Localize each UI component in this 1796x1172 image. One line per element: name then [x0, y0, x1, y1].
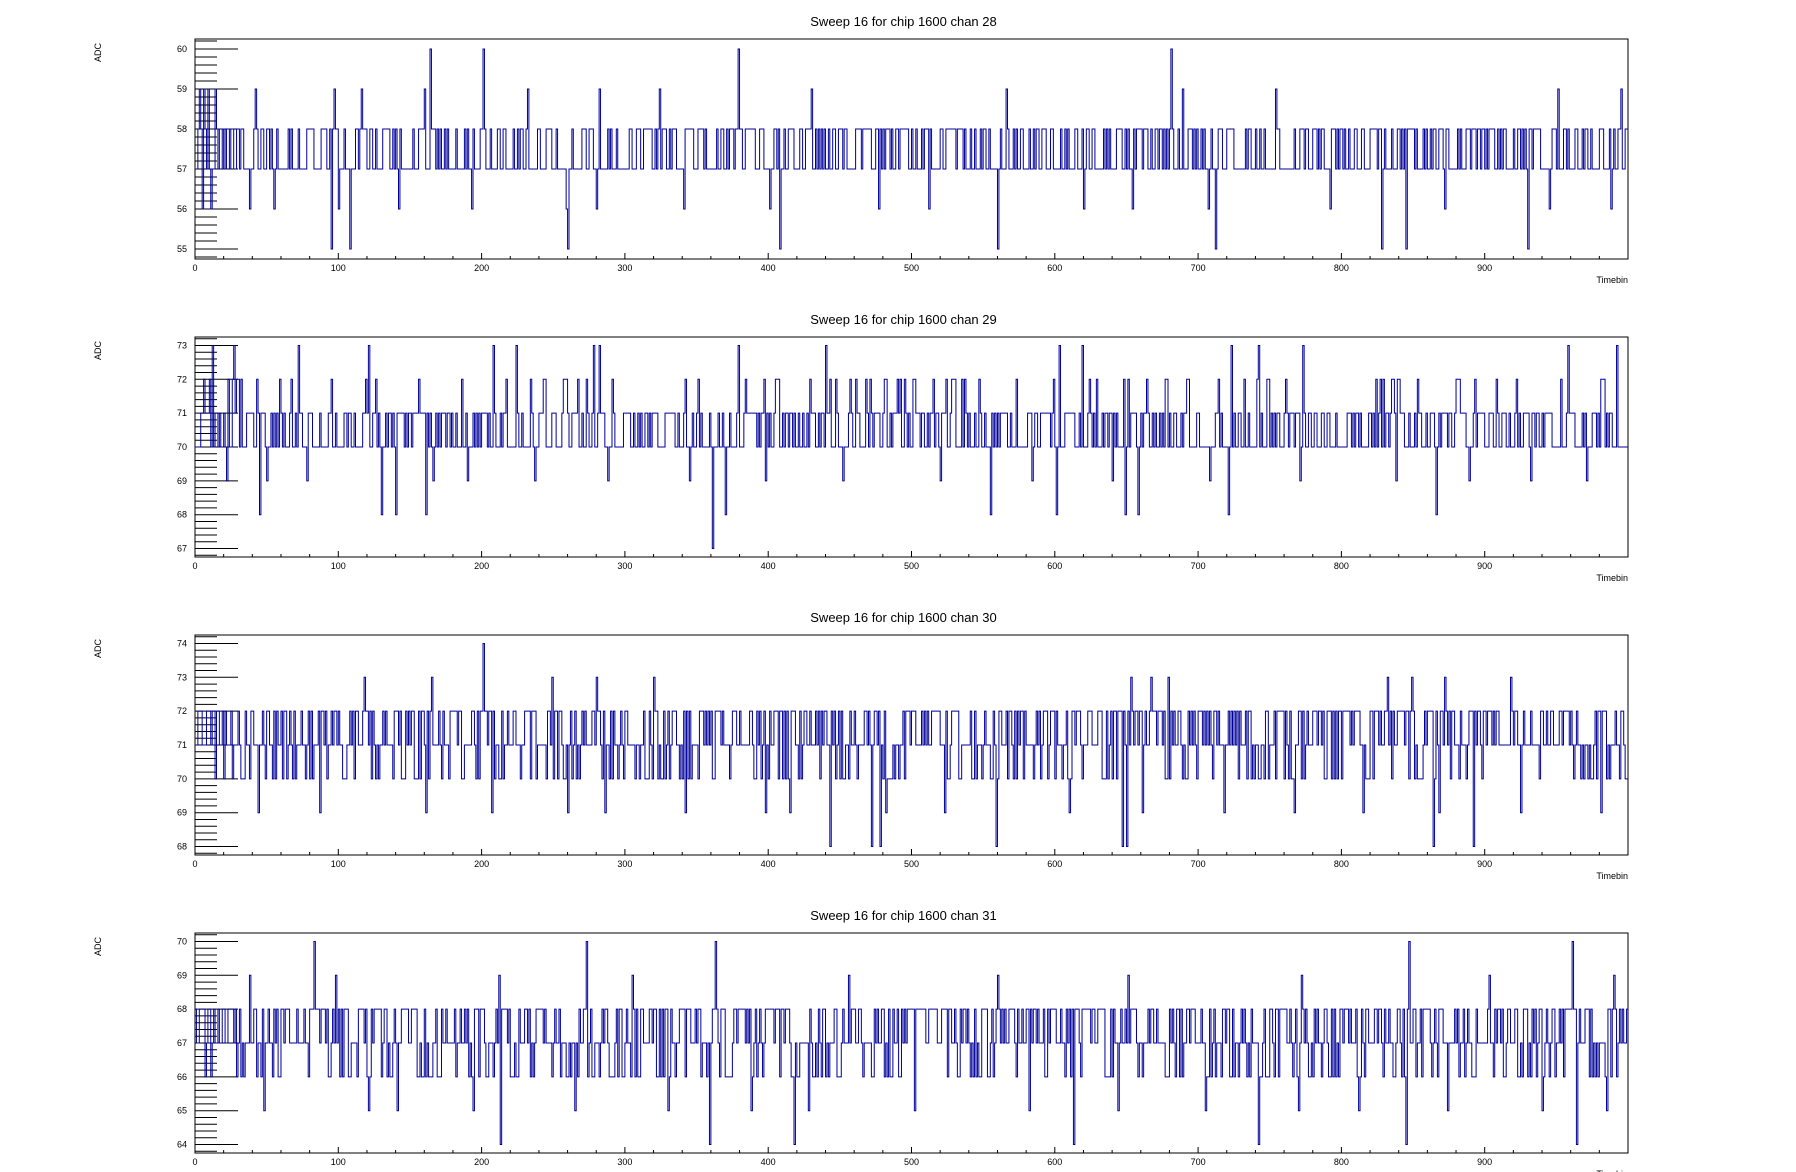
- y-tick-label: 67: [177, 544, 187, 554]
- y-tick-label: 70: [177, 936, 187, 946]
- y-tick-label: 71: [177, 740, 187, 750]
- x-axis-label: Timebin: [1596, 1169, 1628, 1172]
- x-tick-label: 200: [474, 561, 489, 571]
- y-axis-label: ADC: [93, 639, 103, 659]
- x-tick-label: 200: [474, 859, 489, 869]
- series-line: [195, 642, 1628, 848]
- x-tick-label: 600: [1047, 859, 1062, 869]
- chart-title: Sweep 16 for chip 1600 chan 30: [810, 610, 996, 625]
- y-tick-label: 69: [177, 808, 187, 818]
- chart-panel-1: Sweep 16 for chip 1600 chan 29 ADC Timebin…: [93, 312, 1629, 583]
- y-tick-label: 68: [177, 842, 187, 852]
- x-tick-label: 0: [192, 561, 197, 571]
- series-line: [195, 344, 1628, 550]
- chart-title: Sweep 16 for chip 1600 chan 29: [810, 312, 996, 327]
- x-tick-label: 400: [761, 1157, 776, 1167]
- x-tick-label: 0: [192, 859, 197, 869]
- y-tick-label: 73: [177, 340, 187, 350]
- x-tick-label: 500: [904, 561, 919, 571]
- x-tick-label: 300: [617, 561, 632, 571]
- y-axis-label: ADC: [93, 937, 103, 957]
- x-axis-label: Timebin: [1596, 871, 1628, 881]
- x-tick-label: 0: [192, 263, 197, 273]
- y-tick-label: 58: [177, 124, 187, 134]
- chart-panel-0: Sweep 16 for chip 1600 chan 28 ADC Timebin…: [93, 14, 1629, 285]
- x-tick-label: 300: [617, 263, 632, 273]
- x-tick-label: 100: [331, 1157, 346, 1167]
- x-tick-label: 500: [904, 263, 919, 273]
- y-tick-label: 68: [177, 510, 187, 520]
- x-tick-label: 600: [1047, 561, 1062, 571]
- y-tick-label: 70: [177, 774, 187, 784]
- x-axis-label: Timebin: [1596, 573, 1628, 583]
- x-tick-label: 0: [192, 1157, 197, 1167]
- series-line: [195, 940, 1628, 1146]
- x-tick-label: 200: [474, 1157, 489, 1167]
- x-tick-label: 800: [1334, 561, 1349, 571]
- series-line: [195, 48, 1628, 250]
- x-tick-label: 700: [1191, 859, 1206, 869]
- x-tick-label: 100: [331, 561, 346, 571]
- chart-panel-3: Sweep 16 for chip 1600 chan 31 ADC Timebin…: [93, 908, 1629, 1172]
- x-tick-label: 700: [1191, 1157, 1206, 1167]
- y-tick-label: 55: [177, 244, 187, 254]
- x-tick-label: 300: [617, 1157, 632, 1167]
- chart-panel-2: Sweep 16 for chip 1600 chan 30 ADC Timebin…: [93, 610, 1629, 881]
- y-tick-label: 71: [177, 408, 187, 418]
- x-tick-label: 300: [617, 859, 632, 869]
- x-tick-label: 600: [1047, 263, 1062, 273]
- y-axis-label: ADC: [93, 43, 103, 63]
- x-tick-label: 700: [1191, 263, 1206, 273]
- x-tick-label: 500: [904, 859, 919, 869]
- x-tick-label: 100: [331, 263, 346, 273]
- x-tick-label: 700: [1191, 561, 1206, 571]
- x-axis-label: Timebin: [1596, 275, 1628, 285]
- x-tick-label: 800: [1334, 263, 1349, 273]
- x-tick-label: 500: [904, 1157, 919, 1167]
- x-tick-label: 900: [1477, 1157, 1492, 1167]
- y-tick-label: 57: [177, 164, 187, 174]
- y-tick-label: 73: [177, 672, 187, 682]
- x-tick-label: 400: [761, 263, 776, 273]
- y-tick-label: 69: [177, 970, 187, 980]
- x-tick-label: 800: [1334, 859, 1349, 869]
- x-tick-label: 100: [331, 859, 346, 869]
- y-tick-label: 74: [177, 638, 187, 648]
- chart-title: Sweep 16 for chip 1600 chan 31: [810, 908, 996, 923]
- x-tick-label: 400: [761, 859, 776, 869]
- x-tick-label: 200: [474, 263, 489, 273]
- y-tick-label: 56: [177, 204, 187, 214]
- y-tick-label: 59: [177, 84, 187, 94]
- x-tick-label: 900: [1477, 859, 1492, 869]
- y-tick-label: 68: [177, 1004, 187, 1014]
- y-tick-label: 65: [177, 1106, 187, 1116]
- chart-title: Sweep 16 for chip 1600 chan 28: [810, 14, 996, 29]
- x-tick-label: 800: [1334, 1157, 1349, 1167]
- x-tick-label: 600: [1047, 1157, 1062, 1167]
- y-tick-label: 69: [177, 476, 187, 486]
- y-tick-label: 60: [177, 44, 187, 54]
- y-tick-label: 67: [177, 1038, 187, 1048]
- y-tick-label: 72: [177, 374, 187, 384]
- y-axis-label: ADC: [93, 341, 103, 361]
- x-tick-label: 900: [1477, 561, 1492, 571]
- y-tick-label: 66: [177, 1072, 187, 1082]
- x-tick-label: 400: [761, 561, 776, 571]
- y-tick-label: 72: [177, 706, 187, 716]
- y-tick-label: 64: [177, 1140, 187, 1150]
- y-tick-label: 70: [177, 442, 187, 452]
- x-tick-label: 900: [1477, 263, 1492, 273]
